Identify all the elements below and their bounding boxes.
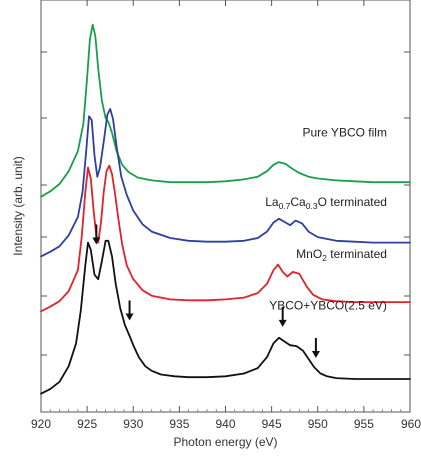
series-label-3: YBCO+YBCO(2.5 eV)	[269, 298, 387, 312]
x-tick-label: 960	[401, 417, 421, 431]
arrow-annotation	[311, 337, 320, 358]
series-label-part: O terminated	[318, 195, 387, 209]
x-tick-label: 940	[215, 417, 235, 431]
arrow-head	[92, 237, 101, 245]
arrow-annotation	[278, 306, 287, 327]
x-tick-label: 920	[31, 417, 51, 431]
series-label-0: Pure YBCO film	[302, 125, 386, 139]
arrow-head	[311, 350, 320, 358]
x-tick-label: 925	[77, 417, 97, 431]
series-label-part: La	[265, 195, 279, 209]
x-axis-label: Photon energy (eV)	[173, 435, 277, 449]
series-label-2: MnO2 terminated	[296, 247, 387, 263]
series-line-3	[40, 239, 411, 395]
x-tick-label: 945	[262, 417, 282, 431]
series-label-subscript: 0.3	[306, 201, 318, 211]
series-label-subscript: 2	[322, 253, 327, 263]
x-tick-label: 955	[354, 417, 374, 431]
label-layer: Pure YBCO film La0.7Ca0.3O terminated MnO2…	[265, 125, 387, 312]
series-label-1: La0.7Ca0.3O terminated	[265, 195, 387, 211]
annotation-layer	[92, 224, 320, 358]
arrow-annotation	[125, 300, 134, 321]
series-label-part: terminated	[327, 247, 387, 261]
series-layer	[40, 23, 411, 395]
y-axis-label: Intensity (arb. unit)	[11, 156, 25, 255]
x-tick-label: 950	[308, 417, 328, 431]
series-line-2	[40, 164, 411, 313]
x-tick-label: 935	[169, 417, 189, 431]
series-line-1	[40, 108, 411, 258]
x-tick-label: 930	[123, 417, 143, 431]
series-label-part: Ca	[290, 195, 306, 209]
series-label-subscript: 0.7	[279, 201, 291, 211]
arrow-head	[278, 319, 287, 327]
arrow-head	[125, 313, 134, 321]
series-label-part: MnO	[296, 247, 322, 261]
axis-layer: 920 925 930 935 940 945 950 955 960 Photon energy…	[11, 0, 421, 449]
arrow-annotation	[92, 224, 101, 245]
series-line-0	[40, 23, 411, 198]
